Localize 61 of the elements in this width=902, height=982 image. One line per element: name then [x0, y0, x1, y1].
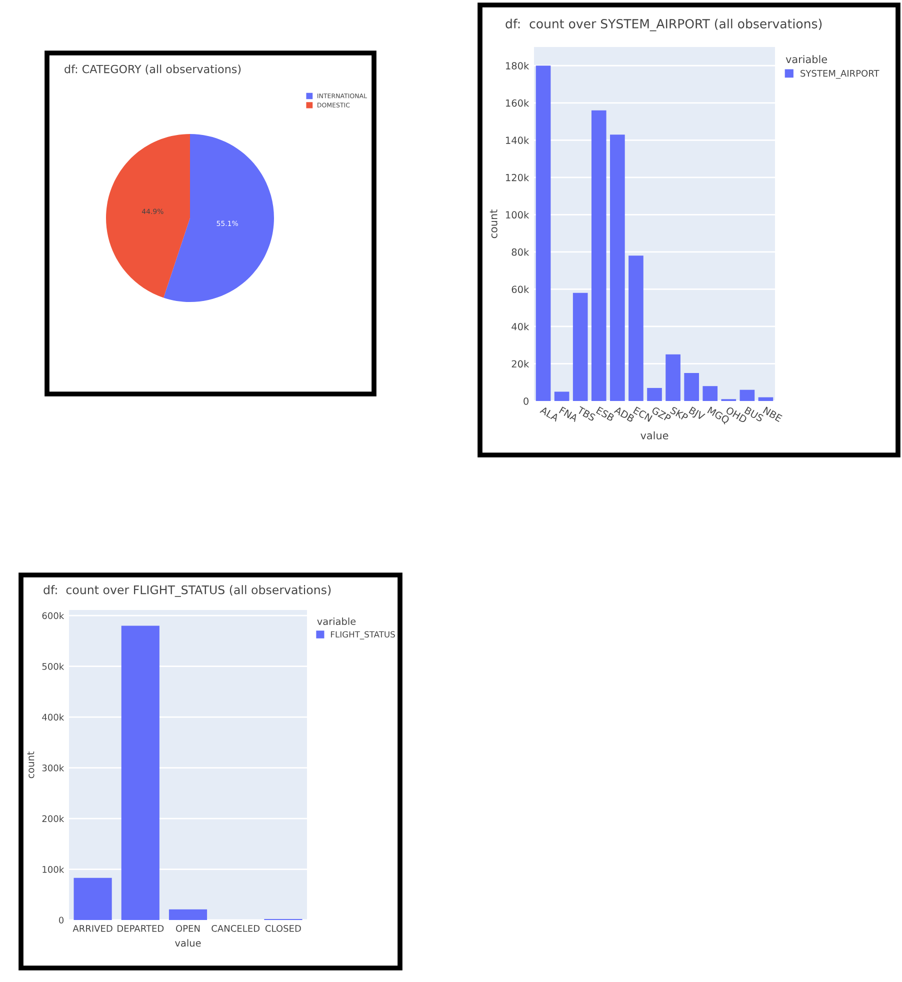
bar — [647, 388, 662, 401]
x-tick-label: FNA — [558, 406, 578, 422]
y-axis-title: count — [27, 752, 34, 778]
y-tick-label: 40k — [512, 322, 530, 330]
bar — [591, 110, 606, 401]
bar — [628, 256, 644, 401]
y-tick-label: 20k — [512, 360, 530, 368]
x-tick-label: NBE — [762, 406, 782, 422]
y-tick-label: 300k — [42, 764, 64, 772]
y-tick-label: 500k — [42, 662, 64, 670]
bar — [702, 386, 718, 401]
x-tick-label: ADB — [614, 406, 635, 422]
y-tick-label: 80k — [512, 248, 530, 256]
x-tick-label: ALA — [540, 406, 560, 422]
y-tick-label: 0 — [58, 916, 64, 924]
x-tick-label: BUS — [744, 406, 764, 422]
y-tick-label: 400k — [42, 714, 64, 721]
x-tick-label: SKP — [670, 406, 689, 422]
x-tick-label: ECN — [633, 406, 653, 422]
legend-label: FLIGHT_STATUS — [331, 631, 395, 640]
bar — [572, 292, 588, 401]
bar — [121, 626, 160, 920]
bar — [536, 66, 551, 401]
y-tick-label: 600k — [42, 612, 64, 620]
x-tick-label: TBS — [576, 406, 596, 422]
bar — [610, 134, 625, 401]
bar — [74, 878, 112, 920]
bar — [740, 390, 755, 401]
x-tick-label: CLOSED — [265, 925, 301, 932]
x-tick-label: ARRIVED — [72, 925, 112, 932]
pie-slice — [106, 134, 190, 298]
legend-title: variable — [317, 618, 356, 626]
pie-slice — [164, 134, 274, 302]
y-tick-label: 180k — [506, 62, 530, 70]
x-tick-label: GZP — [651, 406, 672, 422]
y-tick-label: 160k — [506, 99, 530, 107]
legend-label: SYSTEM_AIRPORT — [800, 70, 880, 79]
x-tick-label: CANCELED — [212, 925, 260, 932]
bar — [554, 392, 570, 401]
y-tick-label: 120k — [506, 174, 530, 182]
x-tick-label: OPEN — [176, 925, 200, 932]
legend-title: variable — [786, 55, 828, 64]
y-tick-label: 0 — [524, 397, 528, 405]
x-axis-title: value — [175, 939, 201, 947]
x-axis-title: value — [640, 431, 668, 440]
y-tick-label: 140k — [506, 136, 530, 144]
y-tick-label: 100k — [42, 866, 64, 873]
y-tick-label: 60k — [512, 286, 530, 294]
x-tick-label: BJV — [688, 406, 706, 422]
chart-title: df: count over SYSTEM_AIRPORT (all observations) — [506, 18, 822, 32]
bar — [684, 373, 699, 401]
y-tick-label: 200k — [42, 815, 64, 822]
chart-title: df: CATEGORY (all observations) — [64, 64, 241, 75]
bar — [758, 397, 774, 401]
y-axis-title: count — [490, 210, 498, 238]
bar — [168, 909, 208, 920]
y-tick-label: 100k — [506, 210, 530, 219]
bar — [666, 354, 680, 401]
x-tick-label: ESB — [596, 406, 615, 422]
x-tick-label: DEPARTED — [118, 925, 164, 932]
chart-title: df: count over FLIGHT_STATUS (all observations) — [44, 585, 331, 597]
